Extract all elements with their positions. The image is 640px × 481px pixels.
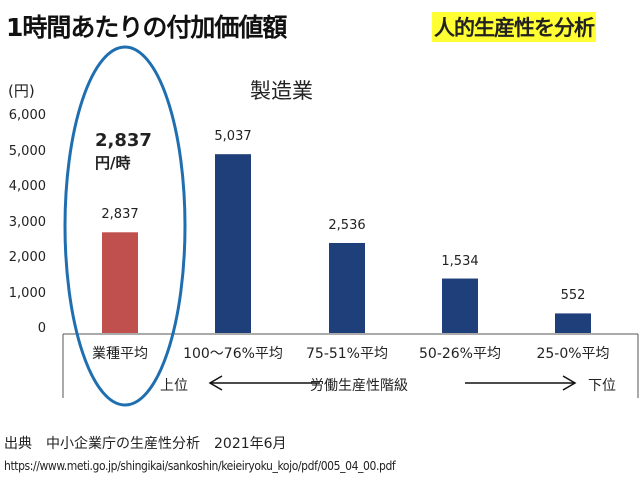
bar: [555, 313, 591, 333]
category-label: 25-0%平均: [536, 346, 610, 362]
data-label: 5,037: [214, 129, 252, 145]
annotation-value: 2,837: [95, 130, 152, 151]
bar: [215, 154, 251, 333]
y-tick-label: 5,000: [8, 143, 46, 159]
category-label: 100〜76%平均: [183, 346, 283, 362]
chart-title: 製造業: [250, 79, 313, 103]
highlight-ellipse: [63, 45, 187, 407]
y-axis-unit: (円): [8, 82, 35, 100]
bar: [329, 242, 365, 333]
axis-caption-right: 下位: [588, 378, 616, 394]
bar: [442, 278, 478, 333]
bar: [102, 232, 138, 333]
page-title: 1時間あたりの付加価値額: [6, 13, 287, 42]
annotation-unit: 円/時: [95, 154, 131, 172]
data-label: 1,534: [441, 253, 479, 269]
source-url: https://www.meti.go.jp/shingikai/sankosh…: [4, 459, 396, 473]
axis-caption-left: 上位: [160, 378, 188, 394]
data-label: 552: [560, 288, 586, 304]
category-label: 業種平均: [92, 346, 148, 362]
y-tick-label: 6,000: [8, 108, 46, 123]
source-text: 出典 中小企業庁の生産性分析 2021年6月: [4, 436, 287, 452]
y-tick-label: 3,000: [8, 214, 46, 230]
y-tick-label: 2,000: [8, 250, 46, 265]
arrow-right-icon: [562, 375, 577, 391]
y-tick-label: 0: [37, 321, 46, 336]
y-tick-label: 4,000: [8, 179, 46, 194]
axis-caption-center: 労働生産性階級: [310, 378, 408, 394]
category-label: 75-51%平均: [306, 346, 388, 362]
data-label: 2,837: [101, 207, 139, 223]
y-tick-label: 1,000: [8, 285, 46, 301]
arrow-left-icon: [208, 375, 223, 391]
highlight-tag: 人的生産性を分析: [432, 12, 596, 42]
category-label: 50-26%平均: [419, 346, 501, 362]
data-label: 2,536: [328, 217, 366, 233]
